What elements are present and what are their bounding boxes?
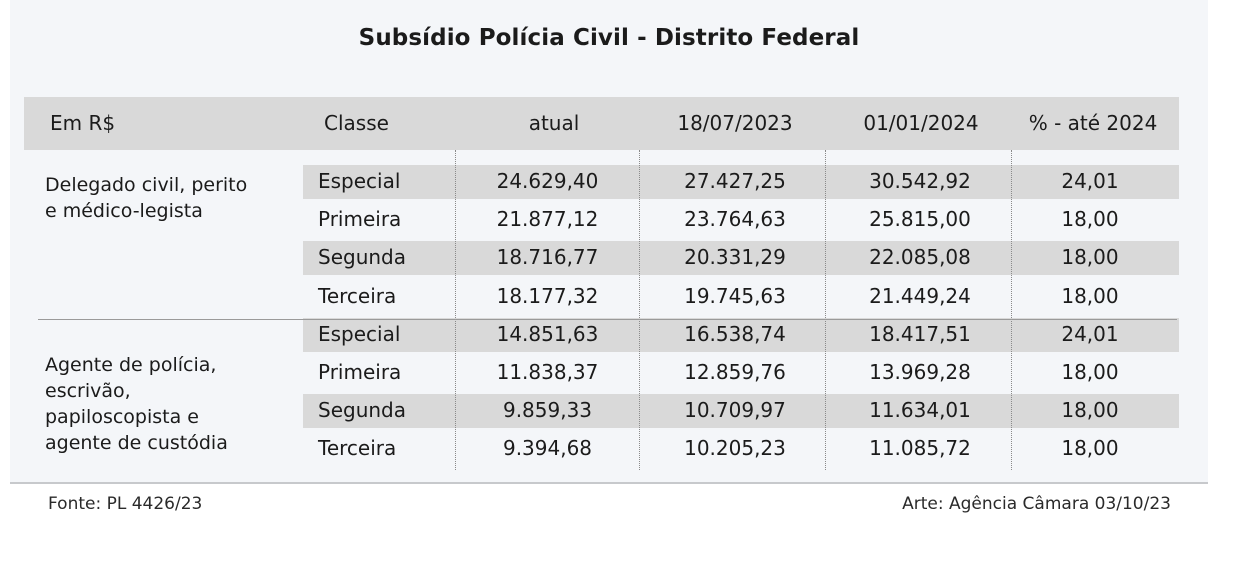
- table-cell-d2: 22.085,08: [869, 245, 971, 270]
- table-cell-pct: 24,01: [1061, 169, 1119, 193]
- page-title: Subsídio Polícia Civil - Distrito Federa…: [358, 25, 860, 51]
- group-label-line: escrivão,: [45, 380, 131, 402]
- table-cell-pct: 18,00: [1061, 283, 1119, 308]
- header-unit: Em R$: [50, 111, 116, 135]
- table-cell-classe: Segunda: [318, 245, 406, 270]
- header-atual: atual: [528, 111, 580, 135]
- source-note: Fonte: PL 4426/23: [48, 494, 203, 514]
- column-divider: [639, 150, 640, 470]
- table-cell-pct: 18,00: [1061, 207, 1119, 232]
- table-cell-d2: 11.634,01: [869, 398, 971, 423]
- table-cell-d1: 16.538,74: [684, 321, 786, 346]
- table-cell-d2: 18.417,51: [869, 321, 971, 346]
- table-cell-pct: 24,01: [1061, 321, 1119, 346]
- table-cell-atual: 9.859,33: [502, 398, 593, 423]
- table-cell-classe: Terceira: [318, 436, 397, 461]
- table-cell-atual: 18.716,77: [496, 245, 599, 270]
- table-cell-d2: 21.449,24: [869, 283, 971, 308]
- group-label-line: papiloscopista e: [45, 406, 199, 428]
- table-row-shade: [303, 394, 1179, 429]
- credit-note: Arte: Agência Câmara 03/10/23: [902, 494, 1171, 514]
- table-cell-atual: 18.177,32: [496, 283, 599, 308]
- group-label-line: agente de custódia: [45, 432, 228, 454]
- table-cell-classe: Especial: [318, 169, 401, 193]
- group-label: Agente de polícia, escrivão, papiloscopist…: [45, 352, 228, 456]
- table-cell-pct: 18,00: [1061, 360, 1119, 384]
- column-divider: [825, 150, 826, 470]
- table-cell-d1: 10.709,97: [684, 398, 786, 423]
- group-label-line: Agente de polícia,: [45, 354, 217, 376]
- table-cell-d2: 11.085,72: [869, 436, 971, 461]
- table-cell-pct: 18,00: [1061, 398, 1119, 423]
- bottom-rule: [10, 482, 1208, 484]
- column-divider: [455, 150, 456, 470]
- table-cell-d1: 12.859,76: [684, 360, 786, 384]
- table-cell-d1: 20.331,29: [684, 245, 786, 270]
- group-label-line: Delegado civil, perito: [45, 174, 248, 196]
- header-classe: Classe: [324, 111, 389, 135]
- table-cell-d1: 19.745,63: [684, 283, 786, 308]
- table-cell-atual: 24.629,40: [496, 169, 599, 193]
- table-cell-d1: 10.205,23: [684, 436, 786, 461]
- table-cell-pct: 18,00: [1061, 245, 1119, 270]
- group-label: Delegado civil, perito e médico-legista: [45, 172, 247, 224]
- table-cell-classe: Especial: [318, 321, 401, 346]
- group-label-line: e médico-legista: [45, 200, 203, 222]
- table-row-shade: [303, 165, 1179, 199]
- table-cell-d1: 23.764,63: [684, 207, 786, 232]
- table-row-shade: [303, 317, 1179, 352]
- table-cell-atual: 21.877,12: [496, 207, 599, 232]
- table-header-band: [24, 97, 1179, 150]
- table-row-shade: [303, 241, 1179, 276]
- header-date-2024: 01/01/2024: [863, 111, 979, 135]
- table-cell-d2: 25.815,00: [869, 207, 971, 232]
- table-cell-classe: Primeira: [318, 207, 402, 232]
- table-cell-pct: 18,00: [1061, 436, 1119, 461]
- table-cell-atual: 14.851,63: [496, 321, 599, 346]
- table-cell-classe: Segunda: [318, 398, 406, 423]
- table-cell-atual: 11.838,37: [496, 360, 599, 384]
- table-cell-d2: 30.542,92: [869, 169, 971, 193]
- group-divider: [38, 319, 1177, 320]
- header-date-2023: 18/07/2023: [677, 111, 793, 135]
- table-cell-d1: 27.427,25: [684, 169, 786, 193]
- column-divider: [1011, 150, 1012, 470]
- table-cell-classe: Primeira: [318, 360, 402, 384]
- table-cell-d2: 13.969,28: [869, 360, 971, 384]
- table-cell-atual: 9.394,68: [502, 436, 593, 461]
- table-cell-classe: Terceira: [318, 283, 397, 308]
- header-percent: % - até 2024: [1028, 111, 1158, 135]
